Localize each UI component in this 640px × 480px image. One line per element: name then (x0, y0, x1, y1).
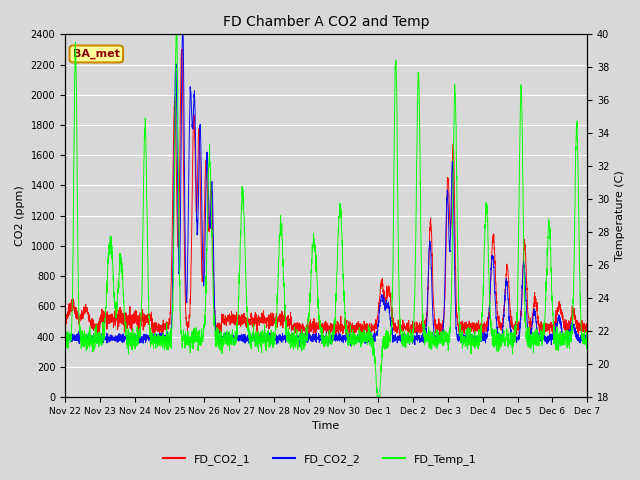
Text: BA_met: BA_met (73, 49, 120, 59)
Title: FD Chamber A CO2 and Temp: FD Chamber A CO2 and Temp (223, 15, 429, 29)
Legend: FD_CO2_1, FD_CO2_2, FD_Temp_1: FD_CO2_1, FD_CO2_2, FD_Temp_1 (159, 450, 481, 469)
X-axis label: Time: Time (312, 421, 340, 432)
Y-axis label: CO2 (ppm): CO2 (ppm) (15, 185, 25, 246)
Y-axis label: Temperature (C): Temperature (C) (615, 170, 625, 261)
